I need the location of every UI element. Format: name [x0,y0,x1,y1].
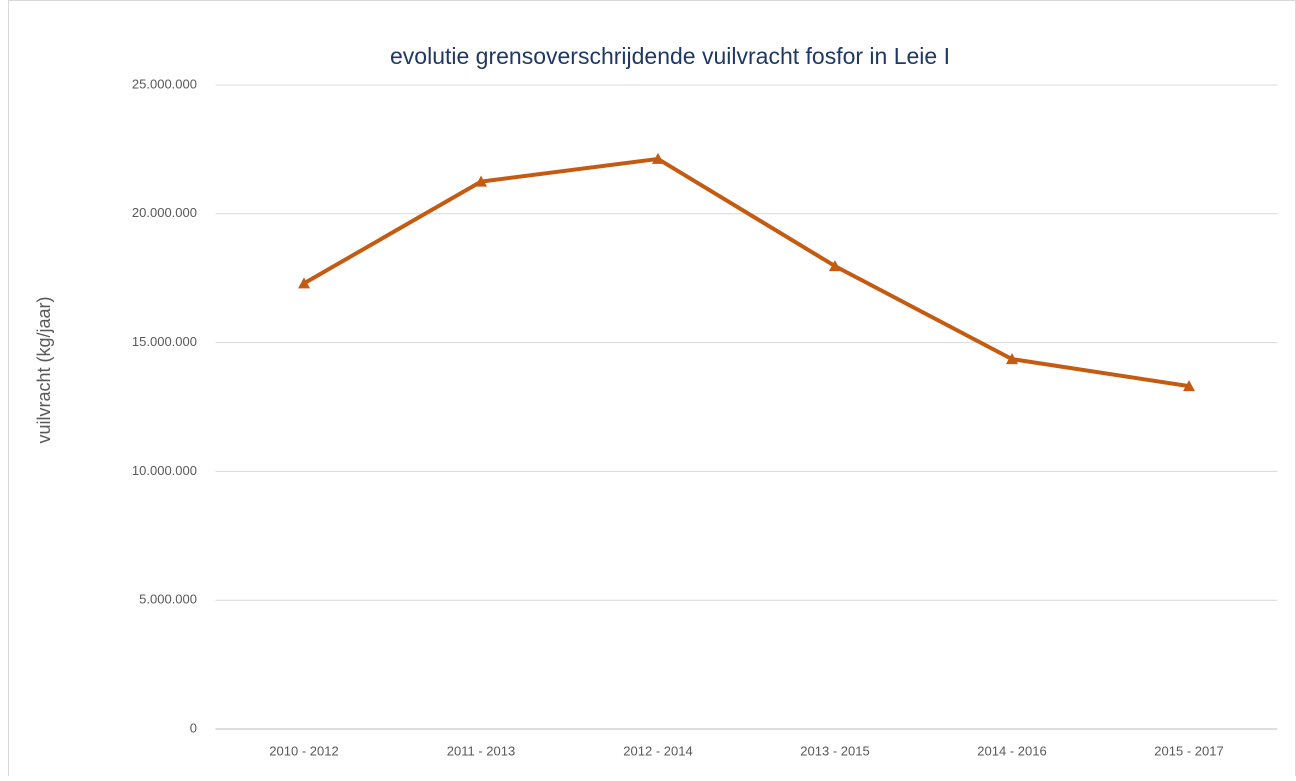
y-tick-label: 10.000.000 [132,463,197,478]
y-tick-label: 0 [190,720,197,735]
x-tick-label: 2014 - 2016 [977,743,1046,758]
marker [829,260,841,272]
data-line [303,156,1190,389]
y-axis-label: vuilvracht (kg/jaar) [34,296,54,443]
marker [475,175,487,187]
chart-border [8,0,1296,781]
marker [652,152,664,164]
y-tick-label: 15.000.000 [132,334,197,349]
x-tick-label: 2013 - 2015 [800,743,869,758]
marker [1183,380,1195,392]
x-tick-label: 2012 - 2014 [623,743,692,758]
x-tick-label: 2011 - 2013 [447,743,515,758]
y-tick-label: 5.000.000 [139,592,197,607]
x-tick-label: 2010 - 2012 [269,743,338,758]
y-tick-label: 20.000.000 [132,205,197,220]
marker [298,277,310,289]
y-tick-label: 25.000.000 [132,76,197,91]
marker [1006,353,1018,365]
x-tick-label: 2015 - 2017 [1154,743,1223,758]
chart-title: evolutie grensoverschrijdende vuilvracht… [390,43,950,69]
